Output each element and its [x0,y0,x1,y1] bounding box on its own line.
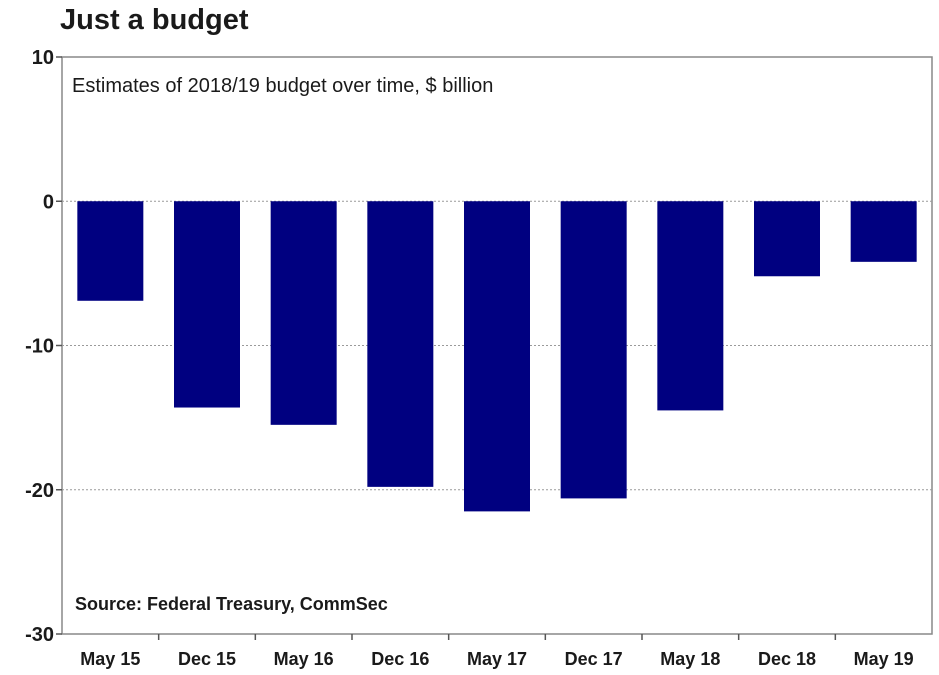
y-tick-label: -30 [25,624,54,646]
x-axis: May 15 Dec 15 May 16 Dec 16 May 17 Dec 17 May … [80,634,914,669]
y-tick-label: -20 [25,480,54,502]
bar-may-15 [77,201,144,301]
bar-dec-16 [367,201,434,487]
y-axis: 10 0 -10 -20 -30 [25,47,62,646]
y-tick-label: 0 [43,191,54,213]
x-tick-label: Dec 18 [758,649,816,669]
bar-dec-18 [754,201,820,277]
bar-may-18 [657,201,724,411]
bar-may-17 [464,201,530,512]
bars [77,201,917,512]
bar-dec-17 [560,201,627,499]
chart-title: Just a budget [60,4,249,36]
x-tick-label: May 15 [80,649,140,669]
x-tick-label: May 16 [274,649,334,669]
bar-dec-15 [174,201,240,408]
y-tick-label: -10 [25,336,54,358]
chart-subtitle: Estimates of 2018/19 budget over time, $… [72,75,493,97]
x-tick-label: May 18 [660,649,720,669]
x-tick-label: May 19 [854,649,914,669]
bar-may-16 [270,201,337,425]
x-tick-label: Dec 17 [565,649,623,669]
bar-may-19 [850,201,917,262]
x-tick-label: May 17 [467,649,527,669]
y-tick-label: 10 [32,47,54,69]
x-tick-label: Dec 16 [371,649,429,669]
source-note: Source: Federal Treasury, CommSec [75,594,388,614]
x-tick-label: Dec 15 [178,649,236,669]
